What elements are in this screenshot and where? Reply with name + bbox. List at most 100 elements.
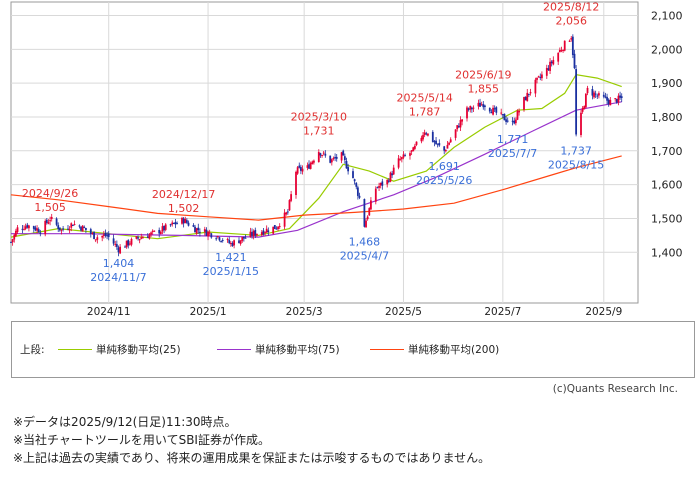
annotation-value: 1,737	[560, 144, 592, 157]
candle-up	[233, 240, 236, 246]
candle-down	[45, 219, 48, 223]
candle-down	[457, 125, 460, 128]
candle-down	[391, 173, 393, 176]
candle-down	[435, 140, 437, 145]
candle-up	[171, 222, 174, 225]
candle-up	[581, 108, 584, 112]
candle-down	[329, 155, 332, 163]
candle-down	[192, 225, 195, 227]
candle-down	[524, 96, 527, 101]
candle-down	[335, 156, 338, 159]
candle-up	[153, 230, 156, 232]
candle-up	[444, 149, 447, 152]
candle-up	[296, 167, 299, 174]
candle-up	[265, 228, 268, 233]
annotation-value: 1,421	[215, 251, 247, 264]
candle-up	[449, 139, 452, 143]
candle-down	[187, 222, 190, 226]
candle-down	[467, 108, 470, 110]
candle-down	[443, 146, 446, 151]
annotation-date: 2024/9/26	[22, 187, 78, 200]
candle-up	[181, 217, 183, 224]
candle-up	[516, 110, 519, 120]
candle-down	[495, 107, 498, 113]
x-tick-label: 2025/3	[286, 306, 323, 318]
candle-up	[148, 234, 151, 239]
candle-up	[278, 226, 281, 228]
candle-down	[352, 171, 354, 179]
candle-down	[342, 150, 345, 156]
candle-up	[523, 97, 525, 110]
candle-down	[286, 211, 289, 213]
notes: ※データは2025/9/12(日足)11:30時点。 ※当社チャートツールを用い…	[13, 413, 490, 467]
candle-up	[332, 157, 335, 159]
candle-down	[573, 53, 576, 69]
candle-up	[366, 216, 369, 220]
legend-label-ma200: 単純移動平均(200)	[408, 344, 500, 356]
candle-down	[493, 108, 496, 110]
candle-down	[324, 153, 327, 156]
candle-up	[389, 172, 392, 182]
annotation-date: 2025/8/15	[548, 158, 604, 171]
candle-down	[513, 120, 516, 124]
candle-up	[459, 120, 462, 128]
candle-down	[104, 233, 107, 236]
candle-up	[472, 107, 475, 109]
candle-down	[71, 224, 74, 226]
note-line: ※当社チャートツールを用いてSBI証券が作成。	[13, 433, 270, 447]
candle-up	[392, 167, 395, 175]
candle-up	[545, 67, 548, 76]
candle-down	[619, 95, 621, 98]
candle-down	[596, 95, 599, 97]
candle-up	[580, 112, 582, 136]
annotation-value: 1,771	[497, 133, 529, 146]
ma-line-0	[10, 74, 622, 240]
candle-up	[422, 135, 424, 140]
candle-down	[10, 241, 12, 243]
annotation-date: 2025/7/7	[488, 147, 537, 160]
candle-up	[402, 154, 405, 158]
candle-up	[466, 107, 468, 119]
candle-up	[36, 228, 38, 231]
candle-down	[163, 225, 165, 231]
candle-down	[112, 238, 115, 244]
candle-down	[176, 223, 179, 225]
copyright: (c)Quants Research Inc.	[552, 383, 678, 395]
candle-down	[215, 238, 218, 240]
candle-up	[60, 229, 63, 231]
candle-down	[127, 240, 130, 246]
candle-down	[115, 244, 118, 247]
candle-up	[492, 107, 494, 115]
candle-up	[526, 92, 529, 102]
candle-up	[138, 239, 141, 241]
candle-up	[49, 220, 51, 222]
candle-down	[506, 120, 509, 122]
legend-swatch-ma75	[217, 349, 251, 350]
candle-up	[321, 154, 323, 156]
candle-down	[436, 143, 439, 145]
candle-down	[484, 105, 486, 107]
candle-up	[94, 239, 97, 241]
candle-up	[135, 236, 138, 239]
candle-down	[21, 228, 24, 230]
annotation-date: 2025/5/14	[396, 91, 452, 104]
candle-up	[216, 236, 219, 238]
annotation-date: 2025/4/7	[340, 249, 389, 262]
candle-down	[228, 239, 231, 244]
candle-up	[397, 158, 400, 168]
candle-up	[412, 147, 415, 152]
annotation-value: 1,505	[34, 201, 66, 214]
candle-down	[185, 220, 188, 223]
candle-down	[620, 96, 623, 98]
x-tick-label: 2025/1	[190, 306, 227, 318]
candle-up	[413, 145, 416, 149]
candle-up	[529, 92, 532, 94]
candle-up	[593, 92, 595, 98]
candle-down	[26, 224, 29, 228]
annotation-value: 1,731	[303, 124, 335, 137]
candle-up	[114, 243, 117, 245]
candle-down	[345, 161, 348, 169]
candle-up	[285, 212, 288, 215]
annotation-value: 1,468	[349, 235, 381, 248]
candle-down	[107, 233, 110, 237]
